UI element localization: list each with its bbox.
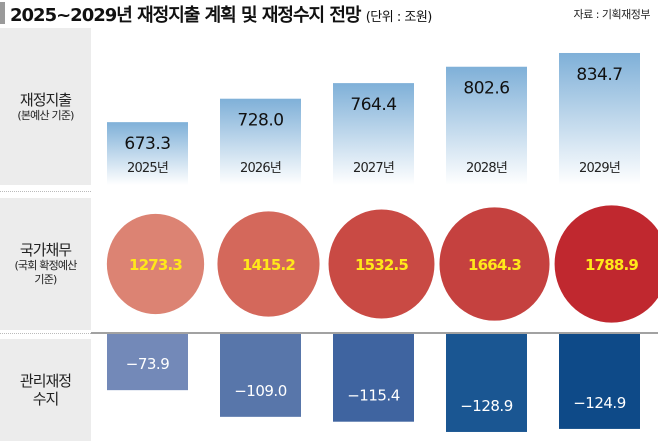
row-label-sub: (본예산 기준) — [17, 108, 74, 122]
divider — [0, 191, 91, 192]
year-label: 2027년 — [353, 161, 394, 176]
balance-bar — [107, 334, 188, 391]
balance-bar — [559, 334, 640, 429]
source-label: 자료 : 기획재정부 — [573, 8, 650, 21]
row-label-sub: (국회 확정예산 기준) — [14, 259, 77, 286]
balance-value-label: −128.9 — [460, 397, 513, 415]
spending-bar — [559, 52, 640, 185]
debt-bubble — [328, 209, 435, 319]
title-accent — [0, 2, 5, 24]
row-label-main: 국가채무 — [19, 241, 72, 259]
spending-value-label: 728.0 — [237, 111, 283, 131]
spending-value-label: 764.4 — [350, 95, 396, 115]
year-label: 2026년 — [240, 161, 281, 176]
row-label-main: 관리재정 수지 — [19, 372, 72, 408]
balance-bar — [446, 334, 527, 432]
row-label-spending: 재정지출 (본예산 기준) — [0, 28, 91, 185]
divider — [0, 333, 91, 334]
year-label: 2025년 — [127, 161, 168, 176]
title-text: 2025~2029년 재정지출 계획 및 재정수지 전망 — [10, 5, 361, 26]
balance-bar — [333, 334, 414, 422]
spending-value-label: 834.7 — [576, 65, 622, 85]
chart-title: 2025~2029년 재정지출 계획 및 재정수지 전망 (단위 : 조원) — [10, 1, 432, 27]
year-label: 2029년 — [579, 161, 620, 176]
balance-value-label: −115.4 — [347, 387, 400, 405]
balance-value-label: −73.9 — [126, 355, 169, 373]
debt-bubble — [554, 205, 658, 323]
debt-value-label: 1788.9 — [585, 256, 638, 274]
debt-value-label: 1415.2 — [242, 256, 295, 274]
balance-value-label: −109.0 — [234, 382, 287, 400]
spending-bar — [333, 83, 414, 185]
spending-bar — [220, 98, 301, 185]
debt-bubble — [217, 211, 320, 317]
unit-label: (단위 : 조원) — [365, 10, 433, 25]
year-label: 2028년 — [466, 161, 507, 176]
debt-bubble — [439, 207, 550, 321]
balance-value-label: −124.9 — [573, 394, 626, 412]
debt-value-label: 1273.3 — [129, 256, 182, 274]
debt-value-label: 1664.3 — [468, 256, 521, 274]
row-label-debt: 국가채무 (국회 확정예산 기준) — [0, 198, 91, 330]
debt-bubble — [106, 213, 205, 315]
spending-value-label: 673.3 — [124, 134, 170, 154]
balance-bar — [220, 334, 301, 417]
row-label-main: 재정지출 — [19, 90, 72, 109]
spending-value-label: 802.6 — [463, 79, 509, 99]
spending-bar — [446, 66, 527, 185]
debt-value-label: 1532.5 — [355, 256, 408, 274]
spending-bar — [107, 122, 188, 185]
row-label-balance: 관리재정 수지 — [0, 339, 91, 441]
